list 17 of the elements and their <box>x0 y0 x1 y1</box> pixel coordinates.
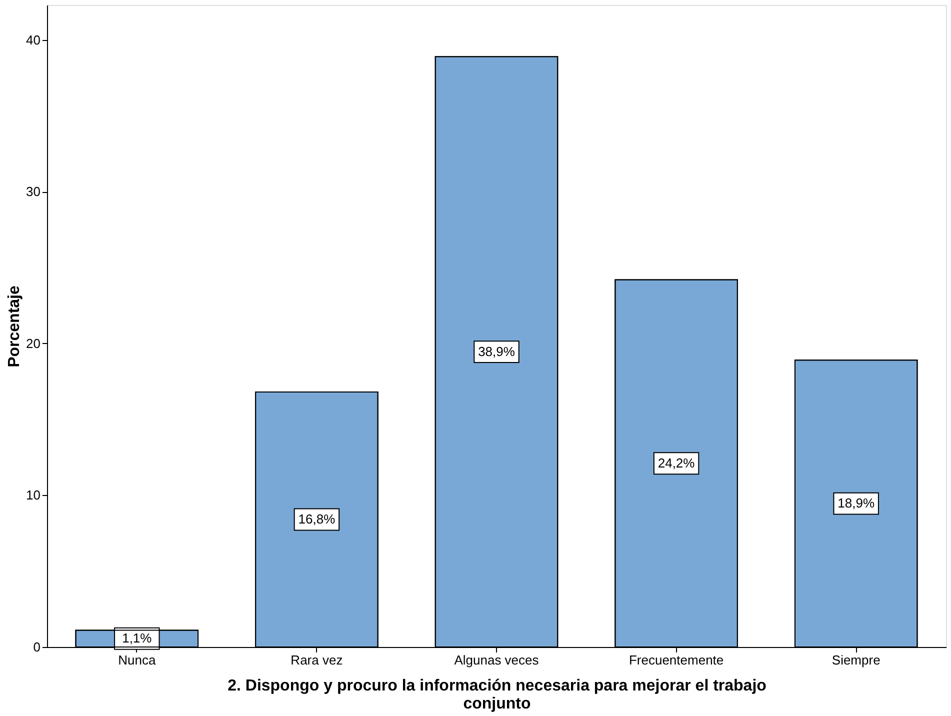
y-tick-label: 40 <box>26 32 40 48</box>
y-tick-label: 30 <box>26 184 40 200</box>
data-label: 38,9% <box>478 344 516 359</box>
x-tick-label: Frecuentemente <box>628 652 724 668</box>
y-tick-label: 10 <box>26 488 40 503</box>
x-tick-label: Siempre <box>832 652 880 668</box>
data-label: 1,1% <box>122 630 152 646</box>
data-label: 18,9% <box>838 496 875 511</box>
y-tick-label: 0 <box>33 640 40 654</box>
x-axis-title: 2. Dispongo y procuro la información necesaria para mejorar el trabajo conjunto <box>228 678 767 712</box>
data-label: 16,8% <box>298 512 336 527</box>
data-label: 24,2% <box>658 455 696 470</box>
x-tick-label: Nunca <box>118 652 156 668</box>
x-tick-label: Algunas veces <box>454 652 540 668</box>
x-tick-label: Rara vez <box>290 652 343 668</box>
y-tick-label: 20 <box>26 336 40 351</box>
y-axis-title: Porcentaje <box>6 285 24 368</box>
